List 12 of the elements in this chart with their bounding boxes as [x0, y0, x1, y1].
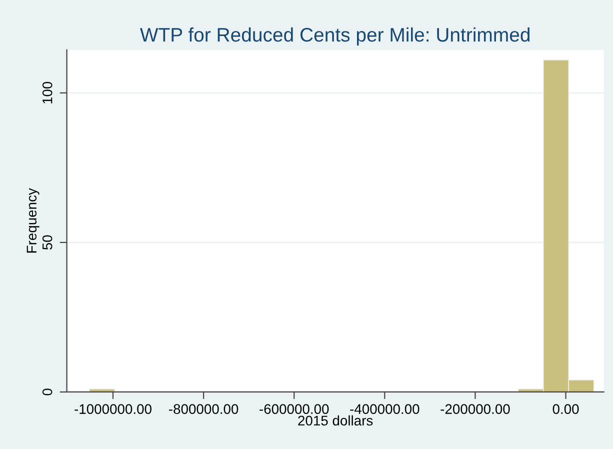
x-axis-title: 2015 dollars: [298, 415, 373, 426]
x-tick-label: -400000.00: [350, 404, 420, 414]
y-tick-label: 100: [42, 82, 52, 104]
y-axis-title: Frequency: [26, 188, 40, 253]
x-tick-label: -600000.00: [260, 404, 329, 414]
y-tick-label: 50: [42, 235, 52, 250]
x-tick-label: -800000.00: [169, 404, 238, 414]
x-tick-label: -200000.00: [440, 404, 510, 414]
chart-title: WTP for Reduced Cents per Mile: Untrimmed: [140, 27, 530, 46]
x-tick-label: 0.00: [552, 404, 579, 414]
y-tick-label: 0: [42, 388, 52, 396]
x-tick-label: -1000000.00: [74, 404, 152, 414]
